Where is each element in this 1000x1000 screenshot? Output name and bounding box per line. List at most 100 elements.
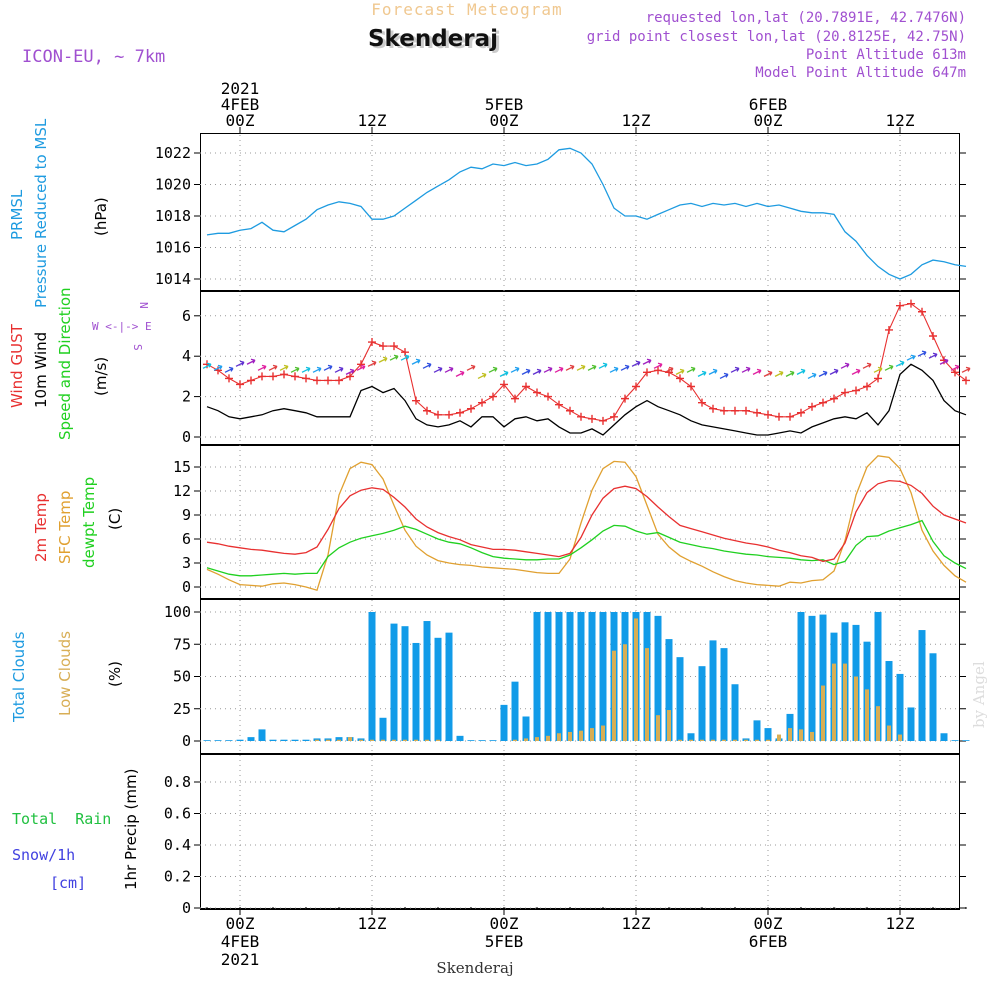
total-cloud-bar <box>500 704 508 741</box>
compass-south: S <box>131 344 144 351</box>
wind-arrow <box>851 368 861 375</box>
cloud-unit: (%) <box>106 661 124 687</box>
gust-marker <box>720 406 728 415</box>
total-cloud-bar <box>808 615 816 741</box>
y-tick-label: 2 <box>182 388 191 406</box>
x-tick-label-top: 12Z <box>358 111 387 130</box>
wind-arrow <box>752 368 762 375</box>
low-cloud-bar <box>392 739 396 741</box>
total-cloud-bar <box>511 681 519 741</box>
gust-marker <box>654 366 662 375</box>
gust-marker <box>467 404 475 413</box>
total-cloud-bar <box>577 612 585 741</box>
wind-arrow <box>719 372 729 379</box>
wind-arrow <box>587 364 597 371</box>
temp-2m-label: 2m Temp <box>32 493 50 562</box>
wind-arrow <box>246 358 256 365</box>
wind-arrow <box>708 368 718 375</box>
low-cloud-bar <box>821 685 825 741</box>
total-cloud-bar <box>588 612 596 741</box>
total-cloud-bar <box>874 612 882 741</box>
gust-marker <box>764 410 772 419</box>
total-cloud-bar <box>522 716 530 741</box>
gust-marker <box>401 348 409 357</box>
low-cloud-bar <box>722 739 726 741</box>
wind-arrow <box>939 358 949 365</box>
gust-marker <box>610 412 618 421</box>
total-cloud-bar <box>324 738 332 741</box>
total-cloud-bar <box>940 733 948 741</box>
low-cloud-bar <box>623 644 627 741</box>
wind-arrow <box>455 370 465 377</box>
low-cloud-bar <box>777 734 781 741</box>
gust-marker <box>852 386 860 395</box>
low-cloud-bar <box>568 731 572 741</box>
total-cloud-bar <box>445 632 453 741</box>
y-tick-label: 0 <box>182 732 191 750</box>
footer-location: Skenderaj <box>436 959 513 977</box>
y-tick-label: 0 <box>182 899 191 917</box>
gust-marker <box>918 307 926 316</box>
axes: 1014 1016 1018 1020 1022 0 2 4 6 0 3 6 9 12 15 0 25 50 75 1… <box>155 79 967 969</box>
gust-marker <box>379 342 387 351</box>
total-cloud-bar <box>280 739 288 741</box>
temp-unit: (C) <box>106 508 124 530</box>
wind-arrow <box>653 362 663 369</box>
low-cloud-bar <box>381 739 385 741</box>
wind-arrow <box>642 358 652 365</box>
x-tick-label-bottom: 12Z <box>622 914 651 933</box>
low-cloud-bar <box>865 689 869 741</box>
gust-marker <box>577 412 585 421</box>
gust-marker <box>896 301 904 310</box>
gust-marker <box>368 338 376 347</box>
gust-marker <box>907 299 915 308</box>
gust-marker <box>544 392 552 401</box>
total-cloud-bar <box>478 740 486 741</box>
y-tick-label: 15 <box>173 458 191 476</box>
y-tick-label: 1018 <box>155 207 191 225</box>
total-cloud-bar <box>203 740 211 741</box>
low-cloud-bar <box>689 739 693 741</box>
gust-marker <box>819 398 827 407</box>
snow-label: Snow/1h <box>12 846 75 864</box>
wind-label: 10m Wind <box>32 332 50 408</box>
y-tick-label: 0 <box>182 578 191 596</box>
low-cloud-bar <box>700 739 704 741</box>
wind-arrow <box>290 366 300 373</box>
x-tick-label-top: 12Z <box>622 111 651 130</box>
wind-arrow <box>224 366 234 373</box>
wind-arrow <box>609 366 619 373</box>
total-cloud-bar <box>247 737 255 741</box>
low-cloud-bar <box>656 715 660 741</box>
model-label: ICON-EU, ~ 7km <box>22 47 165 67</box>
gust-marker <box>742 406 750 415</box>
gust-marker <box>786 412 794 421</box>
gust-marker <box>390 342 398 351</box>
y-tick-label: 0.6 <box>164 805 191 823</box>
gust-marker <box>643 368 651 377</box>
wind-arrow <box>477 372 487 379</box>
gust-marker <box>357 360 365 369</box>
wind-arrow <box>950 364 960 371</box>
low-cloud-bar <box>524 738 528 741</box>
y-tick-label: 1020 <box>155 176 191 194</box>
y-tick-label: 0.4 <box>164 836 191 854</box>
wind-arrow <box>598 362 608 369</box>
total-cloud-bar <box>599 612 607 741</box>
low-cloud-bar <box>744 739 748 741</box>
y-tick-label: 1016 <box>155 239 191 257</box>
x-tick-label-bottom: 12Z <box>886 914 915 933</box>
gust-marker <box>313 376 321 385</box>
low-cloud-bar <box>513 739 517 741</box>
gust-marker <box>962 376 970 385</box>
total-cloud-bar <box>885 661 893 741</box>
wind-arrow <box>356 364 366 371</box>
gust-marker <box>676 374 684 383</box>
rain-label: Total Rain <box>12 810 111 828</box>
y-tick-label: 1022 <box>155 144 191 162</box>
total-cloud-bar <box>951 740 959 741</box>
total-cloud-bar <box>555 612 563 741</box>
wind-arrow <box>433 366 443 373</box>
total-cloud-bar <box>489 740 497 741</box>
low-cloud-bar <box>678 739 682 741</box>
